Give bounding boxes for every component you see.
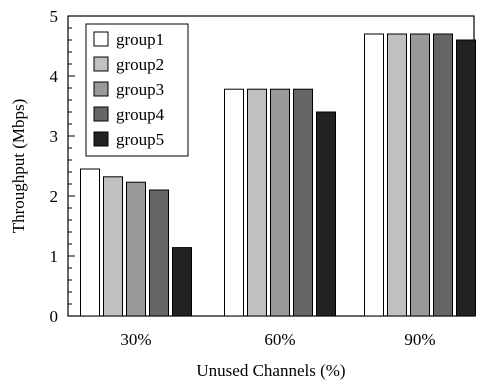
bars-layer	[80, 33, 476, 317]
bar-group2-1	[247, 88, 267, 317]
x-axis-title: Unused Channels (%)	[196, 361, 345, 380]
x-tick-label: 60%	[264, 330, 295, 349]
bar-group3-2	[410, 33, 430, 317]
y-tick-label: 4	[50, 67, 59, 86]
bar-group5-2	[456, 39, 476, 317]
bar-group4-0	[149, 189, 169, 317]
bar-group1-2	[364, 33, 384, 317]
bar-group5-1	[316, 111, 336, 317]
y-tick-label: 1	[50, 247, 59, 266]
y-axis-title: Throughput (Mbps)	[9, 99, 28, 234]
bar-group3-0	[126, 181, 146, 317]
legend-label-group1: group1	[116, 30, 164, 49]
x-tick-label: 30%	[120, 330, 151, 349]
y-tick-label: 5	[50, 7, 59, 26]
legend-swatch-group5	[93, 131, 109, 147]
legend-swatch-group3	[93, 81, 109, 97]
y-tick-label: 3	[50, 127, 59, 146]
bar-group3-1	[270, 88, 290, 317]
bar-group2-0	[103, 176, 123, 317]
legend-label-group4: group4	[116, 105, 165, 124]
bar-group1-0	[80, 168, 100, 317]
legend-swatch-group1	[93, 31, 109, 47]
bar-group1-1	[224, 88, 244, 317]
bar-group2-2	[387, 33, 407, 317]
y-axis: 0 1 2 3 4 5	[50, 7, 75, 326]
y-tick-label: 2	[50, 187, 59, 206]
x-tick-label: 90%	[404, 330, 435, 349]
bar-group4-2	[433, 33, 453, 317]
legend-label-group5: group5	[116, 130, 164, 149]
legend-swatch-group4	[93, 106, 109, 122]
legend-label-group3: group3	[116, 80, 164, 99]
legend-label-group2: group2	[116, 55, 164, 74]
legend-swatch-group2	[93, 56, 109, 72]
bar-group4-1	[293, 88, 313, 317]
bar-group5-0	[172, 247, 192, 317]
legend: group1 group2 group3 group4 group5	[85, 23, 189, 157]
y-tick-label: 0	[50, 307, 59, 326]
x-axis: 30% 60% 90%	[120, 330, 435, 349]
